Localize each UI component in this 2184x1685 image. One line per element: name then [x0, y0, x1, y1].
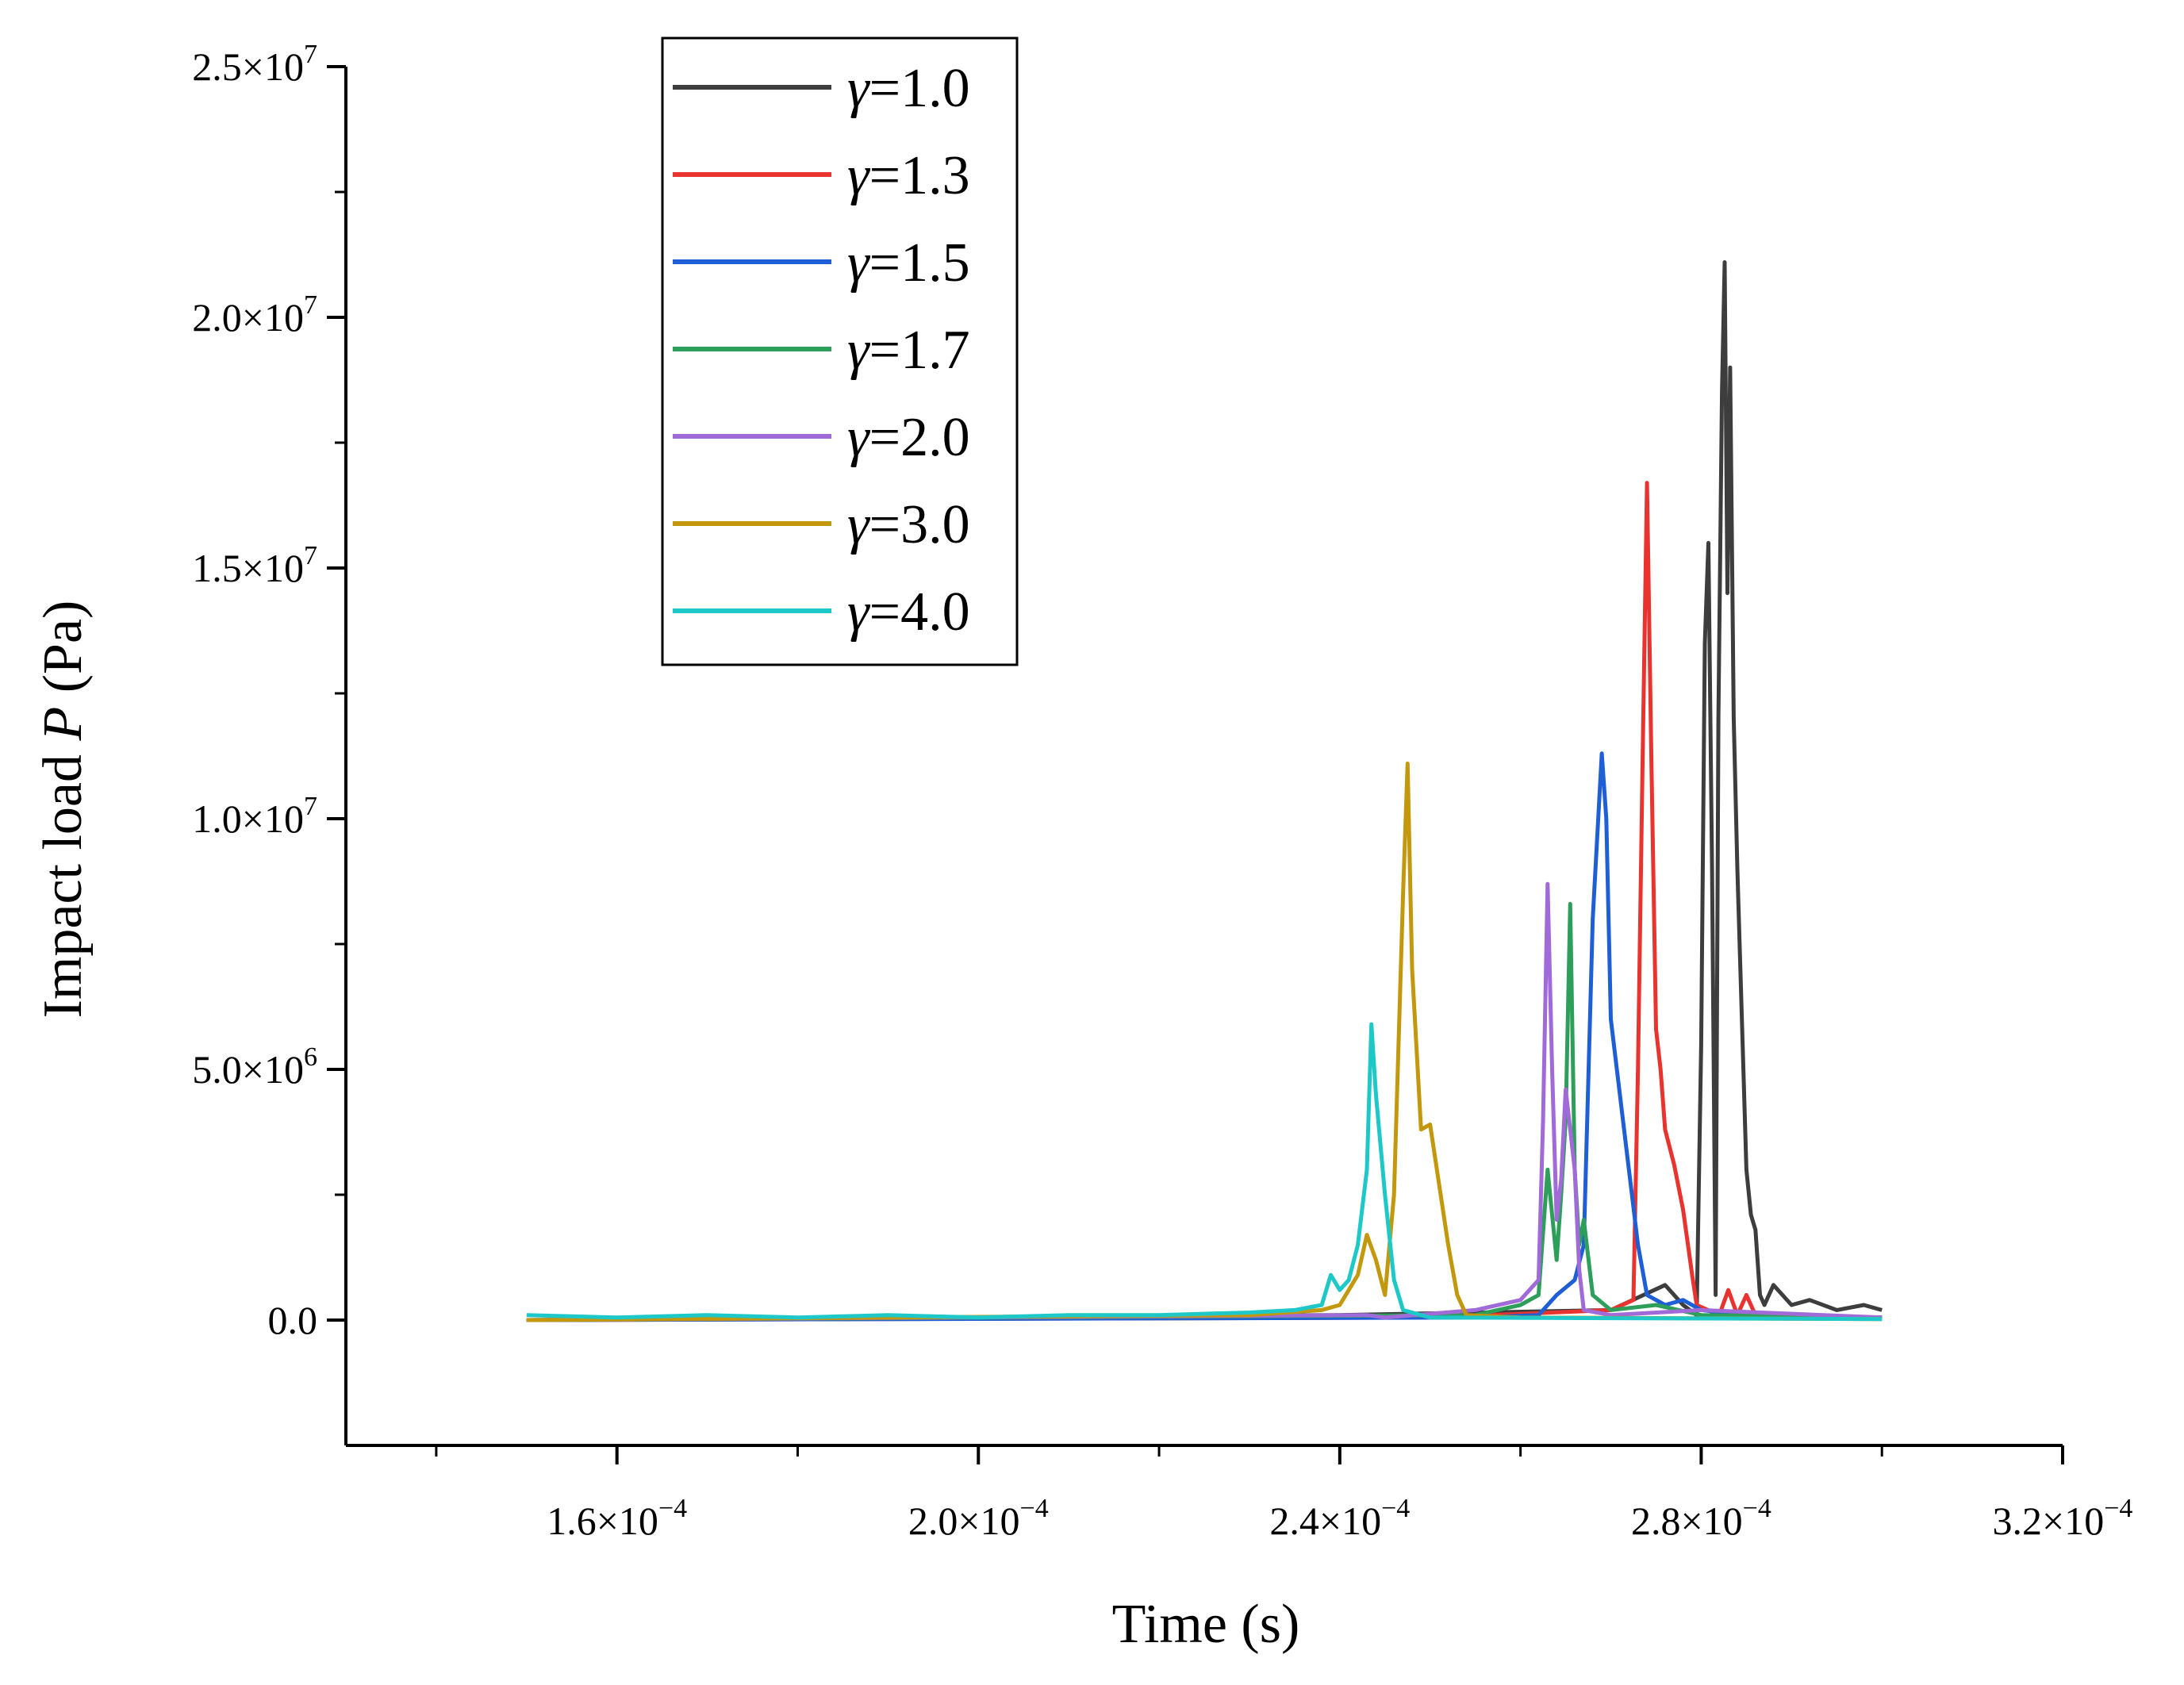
y-tick-label: 1.0×107	[192, 792, 317, 841]
y-tick-label: 1.5×107	[192, 541, 317, 590]
x-axis-title: Time (s)	[1112, 1594, 1300, 1655]
series-layer	[526, 260, 1883, 1322]
legend-label: γ=2.0	[847, 407, 970, 468]
y-axis-title-suffix: (Pa)	[33, 601, 94, 707]
y-tick-label: 5.0×106	[192, 1042, 317, 1092]
series-line-7	[526, 1022, 1883, 1322]
y-axis-title-prefix: Impact load	[33, 741, 94, 1019]
y-tick-label: 2.5×107	[192, 40, 317, 89]
y-axis-title-variable: P	[33, 707, 94, 742]
y-tick-label: 0.0	[268, 1298, 318, 1342]
series-line-2	[526, 481, 1883, 1322]
x-tick-label: 3.2×10−4	[1993, 1494, 2133, 1543]
x-tick-label: 1.6×10−4	[547, 1494, 687, 1543]
series-line-5	[526, 881, 1883, 1322]
legend-label: γ=4.0	[847, 581, 970, 643]
x-axis-ticks: 1.6×10−4 2.0×10−4 2.4×10−4 2.8×10−4 3.2×10−4	[435, 1445, 2133, 1543]
y-axis-title: Impact load P (Pa)	[33, 601, 94, 1019]
x-tick-label: 2.8×10−4	[1631, 1494, 1771, 1543]
legend-items: γ=1.0 γ=1.3 γ=1.5 γ=1.7 γ=2.0 γ=3.0 γ=4.0	[673, 58, 970, 643]
legend-label: γ=1.7	[847, 320, 970, 381]
legend-label: γ=1.0	[847, 58, 970, 119]
legend-label: γ=1.5	[847, 232, 970, 294]
series-line-6	[526, 762, 1883, 1322]
legend-label: γ=1.3	[847, 145, 970, 206]
y-axis-ticks: 0.0 5.0×106 1.0×107 1.5×107 2.0×107 2.5×107	[192, 40, 346, 1342]
x-tick-label: 2.0×10−4	[908, 1494, 1049, 1543]
y-tick-label: 2.0×107	[192, 290, 317, 340]
legend-label: γ=3.0	[847, 494, 970, 555]
x-tick-label: 2.4×10−4	[1269, 1494, 1410, 1543]
series-line-4	[526, 901, 1883, 1322]
legend: γ=1.0 γ=1.3 γ=1.5 γ=1.7 γ=2.0 γ=3.0 γ=4.0	[661, 36, 1019, 666]
series-line-3	[526, 751, 1883, 1322]
